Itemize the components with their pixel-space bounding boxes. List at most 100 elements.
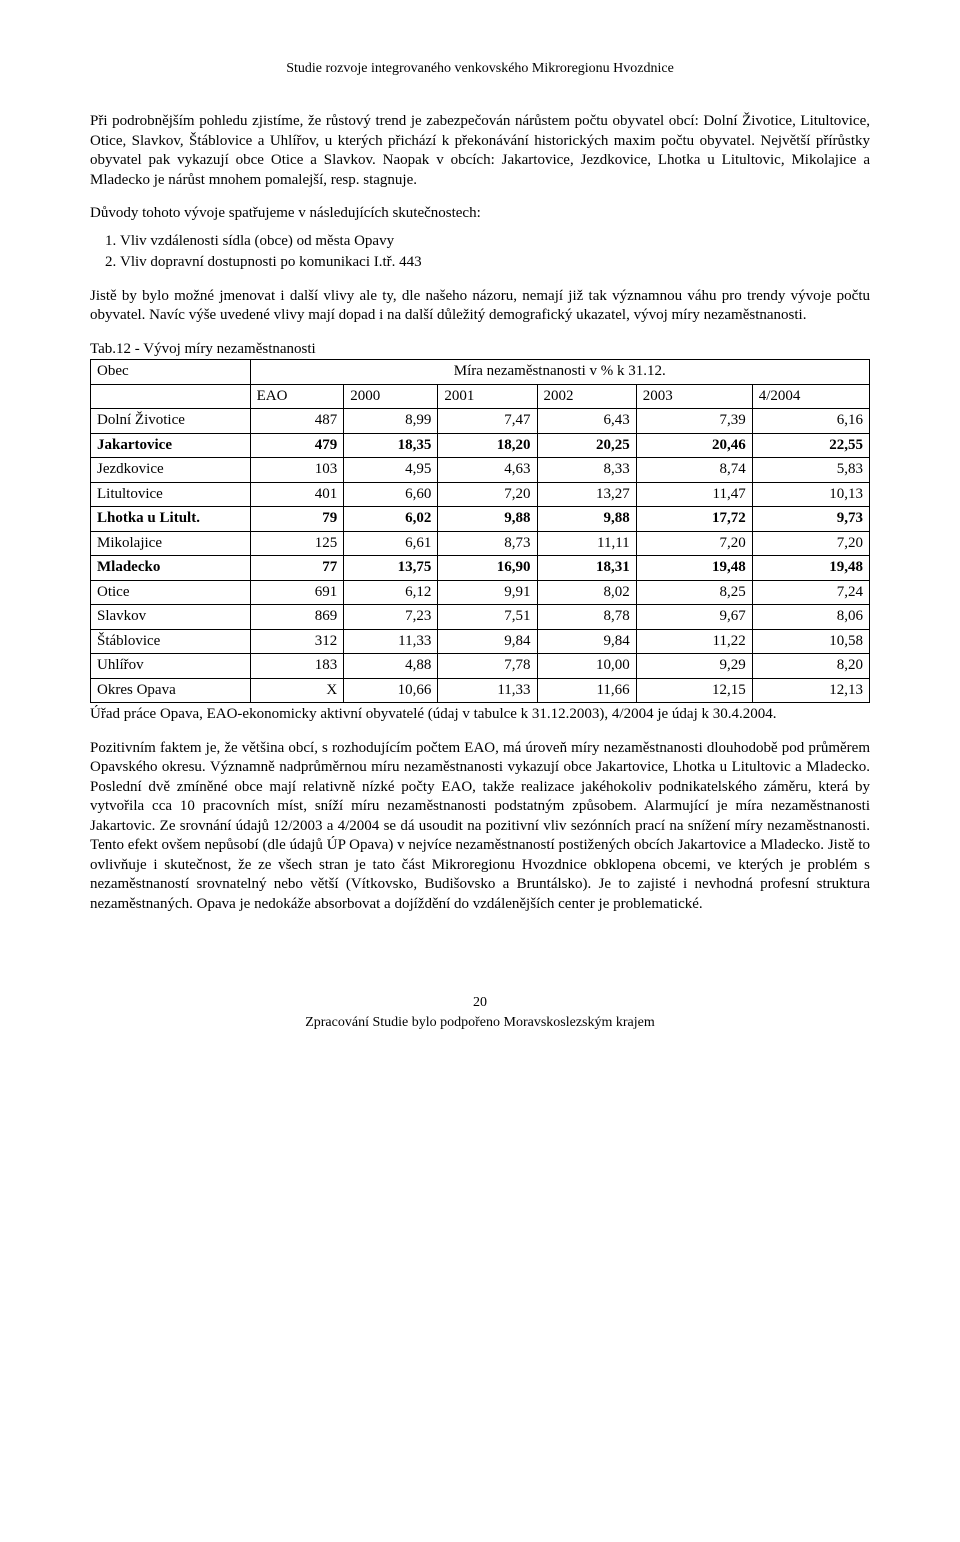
row-name: Dolní Životice [91, 409, 251, 434]
row-value: 487 [250, 409, 344, 434]
table-header-row-2: EAO 2000 2001 2002 2003 4/2004 [91, 384, 870, 409]
table-row: Jakartovice47918,3518,2020,2520,4622,55 [91, 433, 870, 458]
unemployment-table: Obec Míra nezaměstnanosti v % k 31.12. E… [90, 359, 870, 703]
row-value: 10,00 [537, 654, 636, 679]
col-header-4-2004: 4/2004 [752, 384, 869, 409]
row-name: Štáblovice [91, 629, 251, 654]
row-value: 9,88 [537, 507, 636, 532]
row-value: 22,55 [752, 433, 869, 458]
row-value: 7,47 [438, 409, 537, 434]
table-header-row-1: Obec Míra nezaměstnanosti v % k 31.12. [91, 360, 870, 385]
col-header-obec: Obec [91, 360, 251, 385]
table-row: Mikolajice1256,618,7311,117,207,20 [91, 531, 870, 556]
row-name: Jezdkovice [91, 458, 251, 483]
paragraph-3: Pozitivním faktem je, že většina obcí, s… [90, 739, 870, 915]
row-value: 6,60 [344, 482, 438, 507]
row-value: 10,13 [752, 482, 869, 507]
row-value: 4,88 [344, 654, 438, 679]
row-value: 6,43 [537, 409, 636, 434]
row-value: 8,06 [752, 605, 869, 630]
row-value: 13,27 [537, 482, 636, 507]
table-caption: Tab.12 - Vývoj míry nezaměstnanosti [90, 340, 870, 360]
row-value: 20,46 [636, 433, 752, 458]
row-value: 8,25 [636, 580, 752, 605]
row-value: 19,48 [752, 556, 869, 581]
page-footer: 20 Zpracování Studie bylo podpořeno Mora… [90, 994, 870, 1032]
row-value: 9,84 [537, 629, 636, 654]
row-value: 7,20 [438, 482, 537, 507]
row-name: Mikolajice [91, 531, 251, 556]
col-header-rate: Míra nezaměstnanosti v % k 31.12. [250, 360, 869, 385]
col-header-blank [91, 384, 251, 409]
row-value: 12,13 [752, 678, 869, 703]
table-row: Mladecko7713,7516,9018,3119,4819,48 [91, 556, 870, 581]
table-row: Dolní Životice4878,997,476,437,396,16 [91, 409, 870, 434]
reason-item-2: Vliv dopravní dostupnosti po komunikaci … [120, 253, 870, 273]
row-value: 6,12 [344, 580, 438, 605]
col-header-2001: 2001 [438, 384, 537, 409]
row-name: Slavkov [91, 605, 251, 630]
row-value: 11,11 [537, 531, 636, 556]
row-value: 6,02 [344, 507, 438, 532]
row-value: 8,99 [344, 409, 438, 434]
col-header-eao: EAO [250, 384, 344, 409]
table-row: Litultovice4016,607,2013,2711,4710,13 [91, 482, 870, 507]
table-row: Okres OpavaX10,6611,3311,6612,1512,13 [91, 678, 870, 703]
reasons-list: Vliv vzdálenosti sídla (obce) od města O… [120, 232, 870, 273]
row-value: 7,51 [438, 605, 537, 630]
row-value: 16,90 [438, 556, 537, 581]
row-name: Uhlířov [91, 654, 251, 679]
row-value: 103 [250, 458, 344, 483]
row-value: 8,78 [537, 605, 636, 630]
row-value: 7,24 [752, 580, 869, 605]
page-number: 20 [90, 994, 870, 1012]
row-value: 9,29 [636, 654, 752, 679]
table-row: Štáblovice31211,339,849,8411,2210,58 [91, 629, 870, 654]
col-header-2002: 2002 [537, 384, 636, 409]
row-value: 869 [250, 605, 344, 630]
row-value: 18,35 [344, 433, 438, 458]
row-value: 8,20 [752, 654, 869, 679]
reasons-intro: Důvody tohoto vývoje spatřujeme v násled… [90, 204, 870, 224]
row-value: 79 [250, 507, 344, 532]
row-value: 6,16 [752, 409, 869, 434]
row-value: 125 [250, 531, 344, 556]
row-value: 691 [250, 580, 344, 605]
row-value: 11,33 [438, 678, 537, 703]
page-header: Studie rozvoje integrovaného venkovského… [90, 60, 870, 78]
col-header-2003: 2003 [636, 384, 752, 409]
row-value: 7,39 [636, 409, 752, 434]
row-value: 7,23 [344, 605, 438, 630]
row-value: 9,88 [438, 507, 537, 532]
row-value: 9,73 [752, 507, 869, 532]
table-row: Lhotka u Litult.796,029,889,8817,729,73 [91, 507, 870, 532]
paragraph-2: Jistě by bylo možné jmenovat i další vli… [90, 287, 870, 326]
row-name: Okres Opava [91, 678, 251, 703]
row-value: 20,25 [537, 433, 636, 458]
row-value: X [250, 678, 344, 703]
row-value: 11,33 [344, 629, 438, 654]
row-value: 9,91 [438, 580, 537, 605]
table-row: Jezdkovice1034,954,638,338,745,83 [91, 458, 870, 483]
table-row: Uhlířov1834,887,7810,009,298,20 [91, 654, 870, 679]
row-name: Otice [91, 580, 251, 605]
row-value: 12,15 [636, 678, 752, 703]
row-value: 17,72 [636, 507, 752, 532]
row-value: 7,20 [636, 531, 752, 556]
row-name: Lhotka u Litult. [91, 507, 251, 532]
row-value: 10,58 [752, 629, 869, 654]
row-value: 8,74 [636, 458, 752, 483]
row-value: 183 [250, 654, 344, 679]
row-value: 6,61 [344, 531, 438, 556]
col-header-2000: 2000 [344, 384, 438, 409]
row-value: 4,95 [344, 458, 438, 483]
row-value: 19,48 [636, 556, 752, 581]
row-value: 479 [250, 433, 344, 458]
row-name: Mladecko [91, 556, 251, 581]
row-value: 11,47 [636, 482, 752, 507]
row-value: 18,31 [537, 556, 636, 581]
reason-item-1: Vliv vzdálenosti sídla (obce) od města O… [120, 232, 870, 252]
row-value: 13,75 [344, 556, 438, 581]
row-value: 11,22 [636, 629, 752, 654]
row-name: Litultovice [91, 482, 251, 507]
